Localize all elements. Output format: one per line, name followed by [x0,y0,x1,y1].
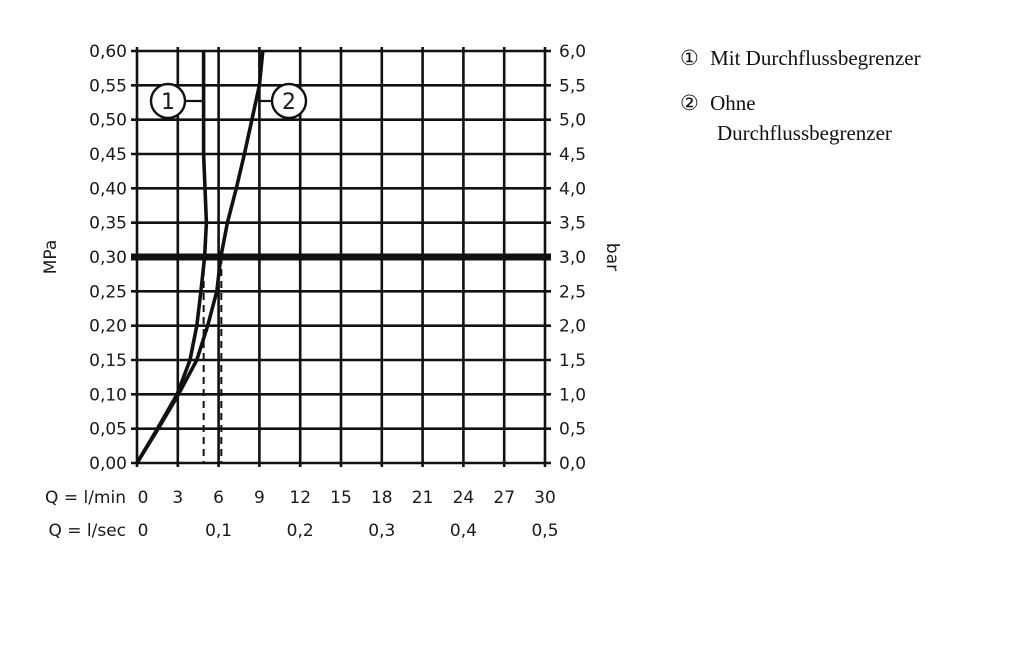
series-line-2 [135,50,265,464]
x-tick: 24 [453,488,475,508]
y-tick-left: 0,20 [89,317,127,337]
x-tick: 18 [371,488,393,508]
y-tick-left: 0,35 [89,214,127,234]
series-label-circle [270,82,308,120]
x-tick: 9 [254,488,265,508]
x-tick: 21 [412,488,434,508]
y-tick-right: 3,0 [559,248,586,268]
series-label-circle [149,82,187,120]
x-tick: 12 [289,488,311,508]
x-tick: 15 [330,488,352,508]
x-axis-label-row2: Q = l/sec [48,521,126,541]
x-tick: 27 [493,488,515,508]
y-tick-left: 0,05 [89,420,127,440]
legend-text-2b: Durchflussbegrenzer [717,121,892,145]
y-tick-left: 0,00 [89,454,127,474]
x-tick: 30 [534,488,556,508]
y-axis-title-right: bar [602,243,622,271]
y-tick-left: 0,15 [89,351,127,371]
y-tick-right: 3,5 [559,214,586,234]
y-tick-left: 0,60 [89,42,127,62]
legend-item-2: ② Ohne Durchflussbegrenzer [680,88,892,148]
x-tick: 0,1 [205,521,232,541]
series-label-2: 2 [282,90,296,115]
x-tick: 0,4 [450,521,477,541]
x-axis-label-row1: Q = l/min [45,488,126,508]
legend-text-2a: Ohne [710,91,756,115]
y-tick-left: 0,10 [89,385,127,405]
y-tick-right: 1,5 [559,351,586,371]
y-tick-left: 0,25 [89,282,127,302]
y-tick-left: 0,45 [89,145,127,165]
series-label-1: 1 [161,90,175,115]
legend-marker-2: ② [680,91,699,115]
y-tick-right: 6,0 [559,42,586,62]
y-tick-right: 1,0 [559,385,586,405]
y-tick-right: 2,5 [559,282,586,302]
y-tick-right: 4,5 [559,145,586,165]
y-tick-left: 0,40 [89,179,127,199]
x-tick: 0 [138,521,149,541]
x-tick: 6 [213,488,224,508]
x-tick: 0,5 [531,521,558,541]
y-tick-left: 0,50 [89,111,127,131]
legend-text-1: Mit Durchflussbegrenzer [710,46,921,70]
legend-item-1: ① Mit Durchflussbegrenzer [680,46,921,71]
y-tick-right: 0,5 [559,420,586,440]
y-tick-left: 0,55 [89,76,127,96]
y-axis-title-left: MPa [41,240,61,275]
y-tick-right: 4,0 [559,179,586,199]
x-tick: 0 [138,488,149,508]
legend-marker-1: ① [680,46,699,70]
y-tick-right: 2,0 [559,317,586,337]
x-tick: 0,3 [368,521,395,541]
y-tick-right: 5,0 [559,111,586,131]
x-tick: 0,2 [287,521,314,541]
y-tick-right: 0,0 [559,454,586,474]
y-tick-right: 5,5 [559,76,586,96]
x-tick: 3 [172,488,183,508]
y-tick-left: 0,30 [89,248,127,268]
